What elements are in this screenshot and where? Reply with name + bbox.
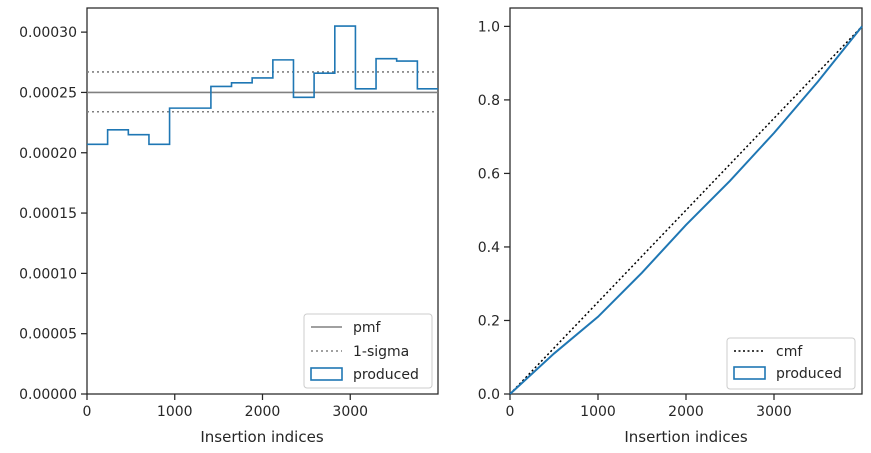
x-tick-label: 1000 xyxy=(580,404,616,420)
legend-box xyxy=(726,337,856,390)
legend-sigma-label: 1-sigma xyxy=(353,344,409,360)
y-tick-label: 0.8 xyxy=(478,93,500,109)
right-plot-frame xyxy=(509,7,863,395)
x-tick-label: 2000 xyxy=(668,404,704,420)
y-axis-ticks: 0.0 0.2 0.4 0.6 0.8 1.0 xyxy=(478,19,510,403)
x-tick-label: 0 xyxy=(83,404,92,420)
legend-pmf-label: pmf xyxy=(353,320,382,336)
legend-cmf-label: cmf xyxy=(776,344,803,360)
y-tick-label: 0.6 xyxy=(478,166,500,182)
legend-produced-label: produced xyxy=(353,367,419,383)
x-tick-label: 0 xyxy=(506,404,515,420)
y-tick-label: 0.00000 xyxy=(19,387,77,403)
y-tick-label: 0.00020 xyxy=(19,146,77,162)
y-tick-label: 0.00010 xyxy=(19,266,77,282)
legend-produced-swatch xyxy=(310,367,343,381)
pmf-histogram-panel: 0 1000 2000 3000 0.000000.000050.000100.000… xyxy=(19,7,439,446)
x-axis-ticks: 0 1000 2000 3000 xyxy=(506,394,792,420)
x-tick-label: 3000 xyxy=(756,404,792,420)
cmf-panel: 0 1000 2000 3000 0.0 0.2 0.4 0.6 0.8 1.0 Inserti… xyxy=(478,7,863,446)
legend-produced-swatch xyxy=(733,366,766,380)
right-legend: cmf produced xyxy=(726,337,856,390)
x-tick-label: 1000 xyxy=(157,404,193,420)
produced-step-line xyxy=(87,25,438,146)
x-tick-label: 2000 xyxy=(245,404,281,420)
reference-lines xyxy=(87,71,438,113)
left-x-axis-label: Insertion indices xyxy=(200,428,323,446)
y-tick-label: 0.00015 xyxy=(19,206,77,222)
y-tick-label: 0.00030 xyxy=(19,25,77,41)
y-axis-ticks: 0.00000 0.00005 0.00010 0.00015 0.00020 0.000… xyxy=(19,25,87,403)
y-tick-label: 0.00025 xyxy=(19,85,77,101)
y-tick-label: 0.0 xyxy=(478,387,500,403)
right-x-axis-label: Insertion indices xyxy=(624,428,747,446)
produced-cumulative-line xyxy=(509,25,863,395)
cmf-line xyxy=(509,25,863,395)
x-axis-ticks: 0 1000 2000 3000 xyxy=(83,394,368,420)
y-tick-label: 0.4 xyxy=(478,240,500,256)
legend-box xyxy=(303,313,433,389)
x-tick-label: 3000 xyxy=(332,404,368,420)
legend-produced-label: produced xyxy=(776,366,842,382)
y-tick-label: 1.0 xyxy=(478,19,500,35)
left-legend: pmf 1-sigma produced xyxy=(303,313,433,389)
y-tick-label: 0.00005 xyxy=(19,327,77,343)
y-tick-label: 0.2 xyxy=(478,313,500,329)
